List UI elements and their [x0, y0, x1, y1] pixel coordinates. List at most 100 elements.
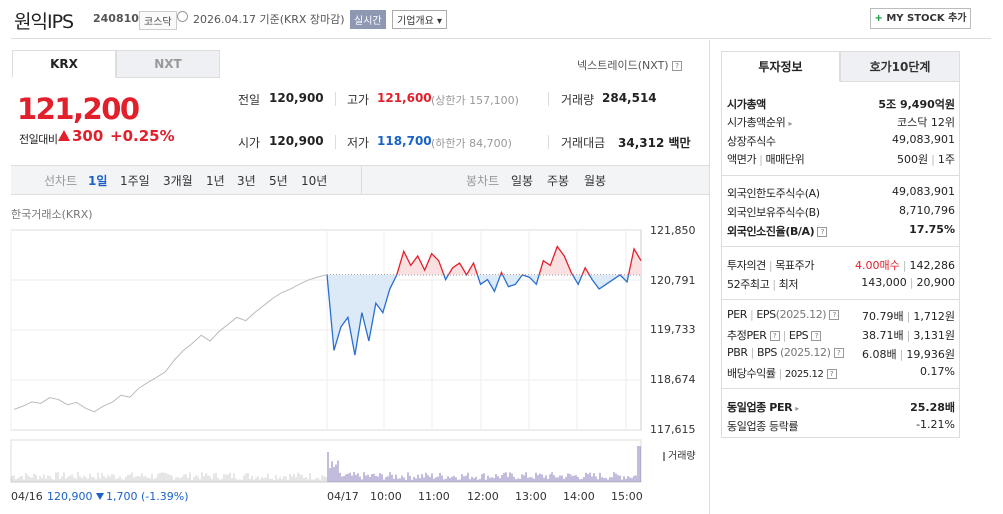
x-tick: 04/17: [327, 490, 359, 503]
row-industry-change: 동일업종 등락률 -1.21%: [727, 418, 955, 434]
candle-weekly[interactable]: 주봉: [547, 174, 570, 188]
x-tick: 13:00: [515, 490, 547, 503]
company-overview-dropdown[interactable]: 기업개요 ▾: [392, 10, 447, 29]
change-label: 전일대비: [19, 133, 58, 146]
period-3y[interactable]: 3년: [237, 174, 256, 188]
row-pbr: PBR | BPS (2025.12) ? 6.08배 | 19,936원: [727, 346, 955, 362]
plus-icon: +: [874, 13, 883, 24]
high-value: 121,600: [377, 91, 432, 105]
candle-monthly[interactable]: 월봉: [584, 174, 607, 188]
amount-unit: 백만: [668, 136, 691, 150]
header-divider: [11, 38, 991, 39]
per-label: PER | EPS(2025.12) ?: [727, 308, 840, 321]
help-icon[interactable]: ?: [811, 331, 822, 341]
y-tick: 121,850: [650, 224, 696, 237]
upper-limit: (상한가 157,100): [431, 94, 519, 107]
section-divider: [721, 388, 960, 389]
tab-investment-info[interactable]: 투자정보: [721, 51, 840, 82]
prev-day-summary: 120,900 1,700 (-1.39%): [47, 490, 189, 503]
open-value: 120,900: [269, 134, 324, 148]
volume-legend: 거래량: [663, 447, 696, 462]
nxt-info-link[interactable]: 넥스트레이드(NXT) ?: [577, 57, 683, 73]
price-change-value: 300: [72, 127, 104, 145]
help-icon[interactable]: ?: [817, 227, 828, 237]
amount-number: 34,312: [618, 136, 665, 150]
separator: [335, 135, 336, 149]
up-triangle-icon: [58, 130, 70, 141]
period-toolbar: [11, 165, 709, 195]
prev-close-value: 120,900: [269, 91, 324, 105]
help-icon[interactable]: ?: [672, 61, 683, 71]
today-line-down: [326, 274, 630, 356]
help-icon[interactable]: ?: [829, 310, 840, 320]
help-icon[interactable]: ?: [833, 348, 844, 358]
x-tick: 14:00: [563, 490, 595, 503]
realtime-button[interactable]: 실시간: [350, 10, 386, 29]
help-icon[interactable]: ?: [826, 369, 837, 379]
foreign-limit-label: 외국인한도주식수(A): [727, 187, 820, 200]
separator: [548, 135, 549, 149]
period-1y[interactable]: 1년: [206, 174, 225, 188]
tab-nxt[interactable]: NXT: [116, 50, 220, 78]
dividend-value: 0.17%: [920, 365, 955, 378]
row-market-cap-rank: 시가총액순위 ▸ 코스닥 12위: [727, 114, 955, 130]
est-per-value: 38.71배 | 3,131원: [862, 329, 955, 342]
period-5y[interactable]: 5년: [269, 174, 288, 188]
prev-day-pct: (-1.39%): [141, 490, 189, 503]
industry-per-value: 25.28배: [910, 401, 955, 414]
separator: [335, 92, 336, 106]
clock-icon: [177, 11, 188, 22]
market-cap-rank-value: 코스닥 12위: [897, 116, 955, 129]
x-tick: 04/16: [11, 490, 43, 503]
market-badge: 코스닥: [139, 11, 177, 30]
chart-title: 한국거래소(KRX): [11, 208, 93, 221]
row-industry-per: 동일업종 PER ▸ 25.28배: [727, 399, 955, 415]
row-foreign-ratio: 외국인소진율(B/A) ? 17.75%: [727, 223, 955, 239]
lower-limit: (하한가 84,700): [431, 137, 512, 150]
foreign-ratio-label: 외국인소진율(B/A) ?: [727, 223, 828, 239]
volume-legend-swatch: [663, 451, 665, 461]
row-est-per: 추정PER ? | EPS ? 38.71배 | 3,131원: [727, 327, 955, 343]
par-value: 500원 | 1주: [897, 153, 955, 166]
industry-change-value: -1.21%: [916, 418, 955, 431]
row-52week: 52주최고 | 최저 143,000 | 20,900: [727, 276, 955, 292]
industry-change-label: 동일업종 등락률: [727, 420, 799, 433]
period-1d[interactable]: 1일: [88, 174, 108, 188]
current-price: 121,200: [17, 92, 140, 126]
candle-daily[interactable]: 일봉: [511, 174, 534, 188]
x-tick: 15:00: [611, 490, 643, 503]
volume-label: 거래량: [561, 93, 595, 107]
separator: [548, 92, 549, 106]
period-3m[interactable]: 3개월: [163, 174, 193, 188]
x-tick: 10:00: [370, 490, 402, 503]
help-icon[interactable]: ?: [769, 331, 780, 341]
nxt-label: 넥스트레이드(NXT): [577, 59, 669, 72]
row-market-cap: 시가총액 5조 9,490억원: [727, 96, 955, 112]
opinion-label: 투자의견 | 목표주가: [727, 259, 815, 272]
period-1w[interactable]: 1주일: [120, 174, 150, 188]
row-listed-shares: 상장주식수 49,083,901: [727, 133, 955, 149]
tab-krx[interactable]: KRX: [12, 50, 116, 78]
section-divider: [721, 299, 960, 300]
stock-code: 240810: [93, 12, 139, 25]
line-chart-label: 선차트: [44, 174, 78, 188]
market-cap-rank-label[interactable]: 시가총액순위 ▸: [727, 116, 793, 129]
foreign-ratio-value: 17.75%: [909, 223, 955, 236]
dividend-label: 배당수익률 | 2025.12 ?: [727, 365, 837, 381]
row-dividend: 배당수익률 | 2025.12 ? 0.17%: [727, 365, 955, 381]
row-opinion: 투자의견 | 목표주가 4.00매수 | 142,286: [727, 257, 955, 273]
52week-value: 143,000 | 20,900: [861, 276, 955, 289]
open-label: 시가: [238, 136, 261, 150]
pbr-label: PBR | BPS (2025.12) ?: [727, 346, 844, 359]
pbr-value: 6.08배 | 19,936원: [862, 348, 955, 361]
par-label: 액면가 | 매매단위: [727, 153, 805, 166]
market-cap-label: 시가총액: [727, 98, 766, 111]
prev-close-label: 전일: [238, 93, 261, 107]
listed-shares-label: 상장주식수: [727, 135, 776, 148]
add-my-stock-button[interactable]: + MY STOCK 추가: [870, 8, 971, 29]
foreign-hold-label: 외국인보유주식수(B): [727, 206, 820, 219]
price-date: 2026.04.17 기준(KRX 장마감): [193, 13, 345, 26]
tab-order-book[interactable]: 호가10단계: [840, 51, 960, 82]
period-10y[interactable]: 10년: [301, 174, 328, 188]
industry-per-label[interactable]: 동일업종 PER ▸: [727, 401, 799, 414]
